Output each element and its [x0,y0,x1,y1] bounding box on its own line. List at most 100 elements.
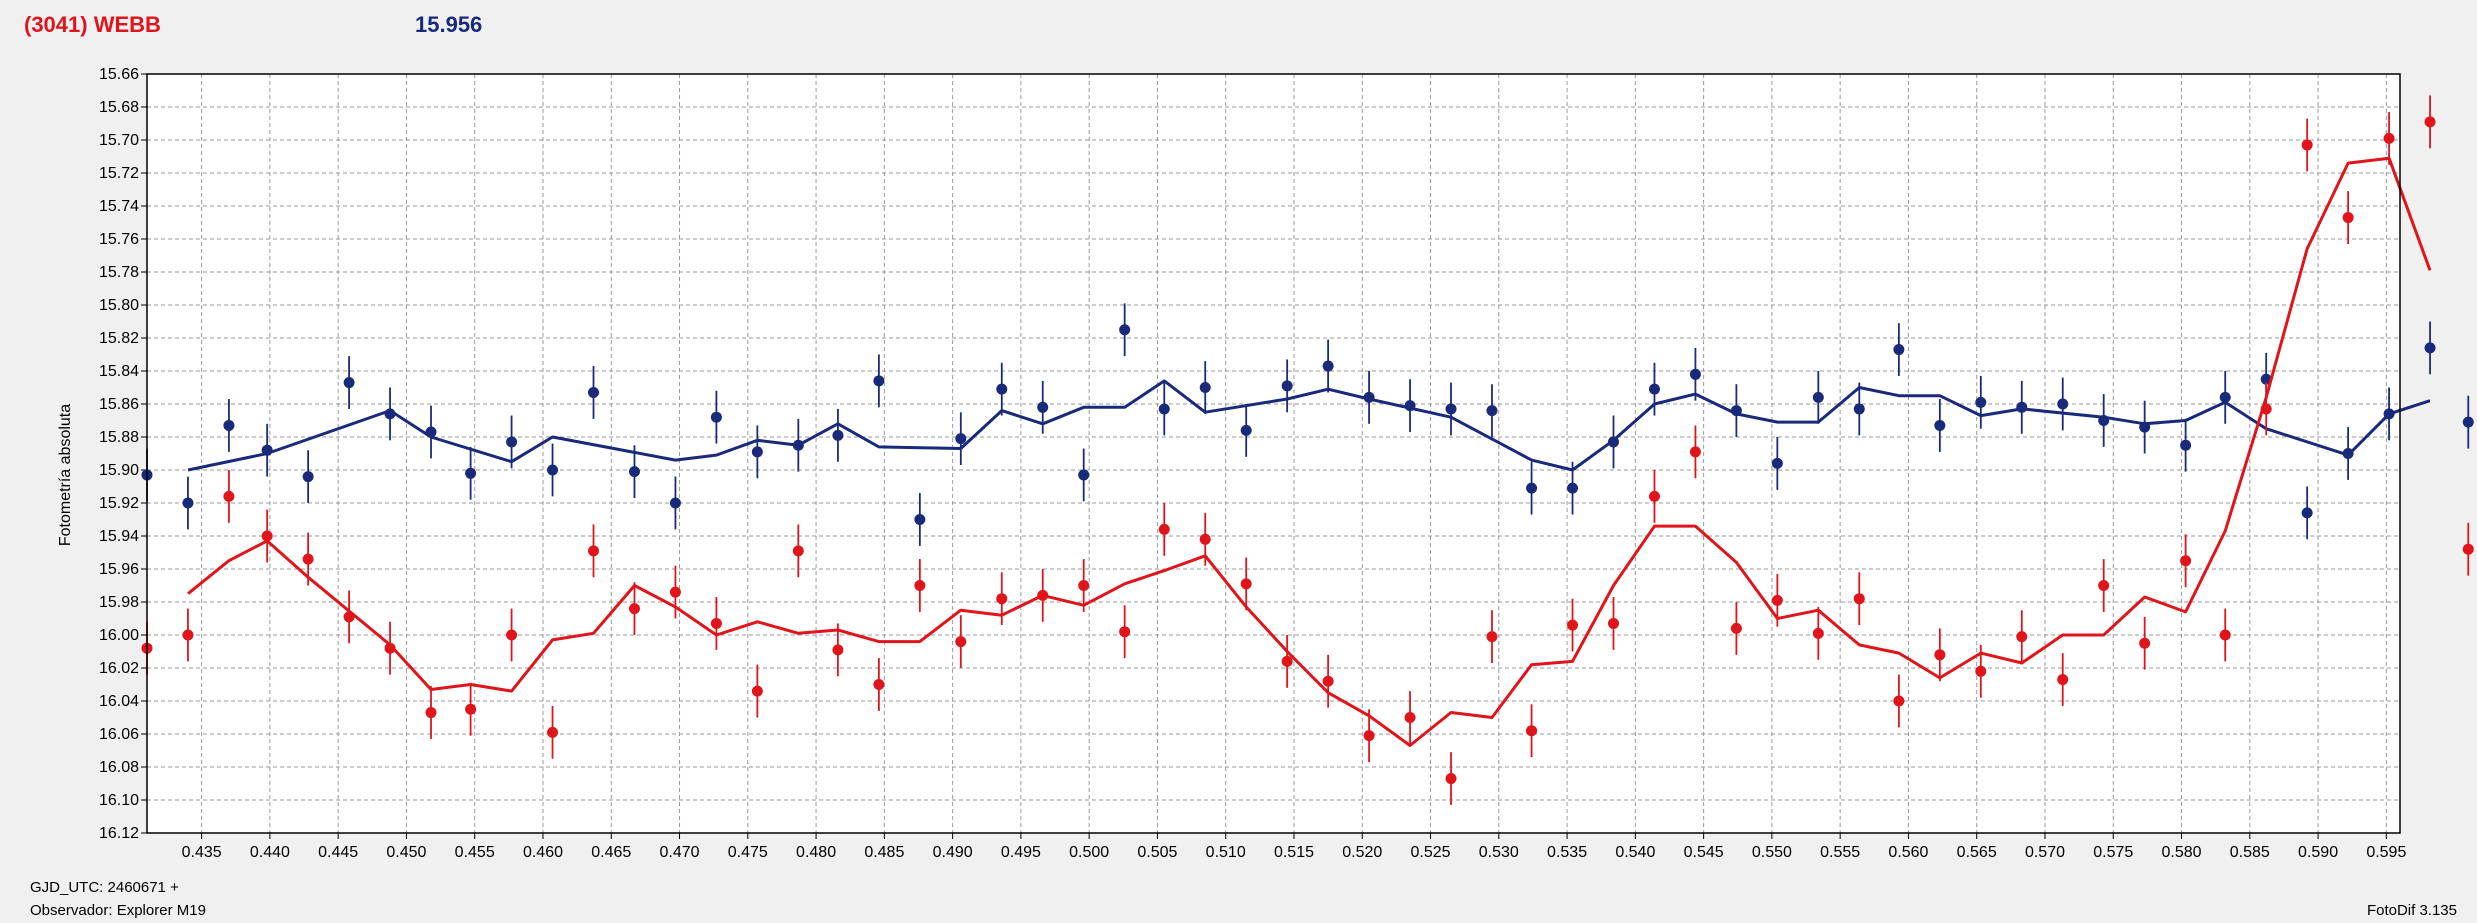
x-tick-label: 0.445 [318,844,358,861]
data-point [2424,116,2436,128]
data-point [547,726,559,738]
y-tick-label: 16.00 [99,627,139,644]
mean-magnitude: 15.956 [415,12,483,37]
gjd-reference: GJD_UTC: 2460671 + [30,879,179,896]
x-tick-label: 0.535 [1547,844,1587,861]
data-point [465,703,477,715]
x-tick-label: 0.490 [933,844,973,861]
x-tick-label: 0.505 [1137,844,1177,861]
data-point [832,644,844,656]
y-tick-label: 15.90 [99,462,139,479]
data-point [2016,631,2028,643]
x-tick-label: 0.440 [250,844,290,861]
x-tick-label: 0.450 [386,844,426,861]
data-point [1648,383,1660,395]
y-tick-label: 15.82 [99,330,139,347]
data-point [1240,578,1252,590]
data-point [1607,436,1619,448]
data-point [384,408,396,420]
data-point [1322,675,1334,687]
y-tick-label: 15.92 [99,495,139,512]
data-point [2301,507,2313,519]
data-point [343,611,355,623]
data-point [547,464,559,476]
data-point [914,514,926,525]
data-point [1526,482,1538,494]
x-tick-label: 0.485 [864,844,904,861]
data-point [2383,408,2395,420]
data-point [669,497,681,509]
data-point [1363,391,1375,403]
data-point [1037,589,1049,601]
data-point [2219,391,2231,403]
data-point [1445,773,1457,785]
x-tick-label: 0.460 [523,844,563,861]
data-point [1689,446,1701,458]
object-name: (3041) WEBB [24,12,161,37]
data-point [628,466,640,478]
data-point [710,411,722,423]
data-point [1445,403,1457,415]
data-point [1893,344,1905,356]
x-tick-label: 0.555 [1820,844,1860,861]
x-tick-label: 0.455 [455,844,495,861]
data-point [955,433,967,445]
data-point [2424,342,2436,354]
data-point [873,679,885,690]
data-point [2301,139,2313,151]
data-point [1240,424,1252,436]
y-tick-label: 16.04 [99,693,139,710]
data-point [1037,401,1049,413]
y-tick-label: 15.80 [99,297,139,314]
y-tick-label: 15.76 [99,231,139,248]
x-tick-label: 0.595 [2366,844,2406,861]
data-point [1567,619,1579,631]
data-point [832,429,844,441]
data-point [1078,580,1090,591]
data-point [996,383,1008,395]
data-point [1363,730,1375,742]
series-1 [141,303,2474,546]
observer-label: Observador: Explorer M19 [30,902,206,919]
x-tick-label: 0.590 [2298,844,2338,861]
data-point [1934,419,1946,431]
data-point [1648,490,1660,502]
data-point [465,467,477,479]
y-tick-label: 16.08 [99,759,139,776]
data-point [792,545,804,557]
data-point [2342,448,2354,459]
x-tick-label: 0.465 [591,844,631,861]
software-version: FotoDif 3.135 [2366,902,2457,919]
data-point [2260,403,2272,415]
data-point [1078,469,1090,481]
data-point [1404,400,1416,412]
data-point [425,707,437,719]
data-point [1199,533,1211,545]
data-point [1730,622,1742,634]
y-tick-label: 16.06 [99,726,139,743]
y-tick-label: 15.72 [99,165,139,182]
y-tick-label: 15.86 [99,396,139,413]
series-2 [141,95,2474,805]
x-tick-label: 0.550 [1752,844,1792,861]
data-point [182,497,194,509]
data-point [1812,627,1824,639]
y-tick-label: 16.02 [99,660,139,677]
data-point [1853,403,1865,415]
x-tick-label: 0.495 [1001,844,1041,861]
data-point [223,490,235,502]
data-point [751,446,763,458]
data-point [506,629,518,641]
x-tick-label: 0.545 [1684,844,1724,861]
data-point [628,603,640,615]
data-point [2057,398,2069,410]
data-point [302,553,314,565]
y-tick-label: 16.12 [99,825,139,842]
data-point [506,436,518,448]
y-tick-label: 15.68 [99,99,139,116]
x-tick-label: 0.530 [1479,844,1519,861]
y-tick-label: 15.78 [99,264,139,281]
data-point [1771,594,1783,606]
x-tick-label: 0.560 [1888,844,1928,861]
